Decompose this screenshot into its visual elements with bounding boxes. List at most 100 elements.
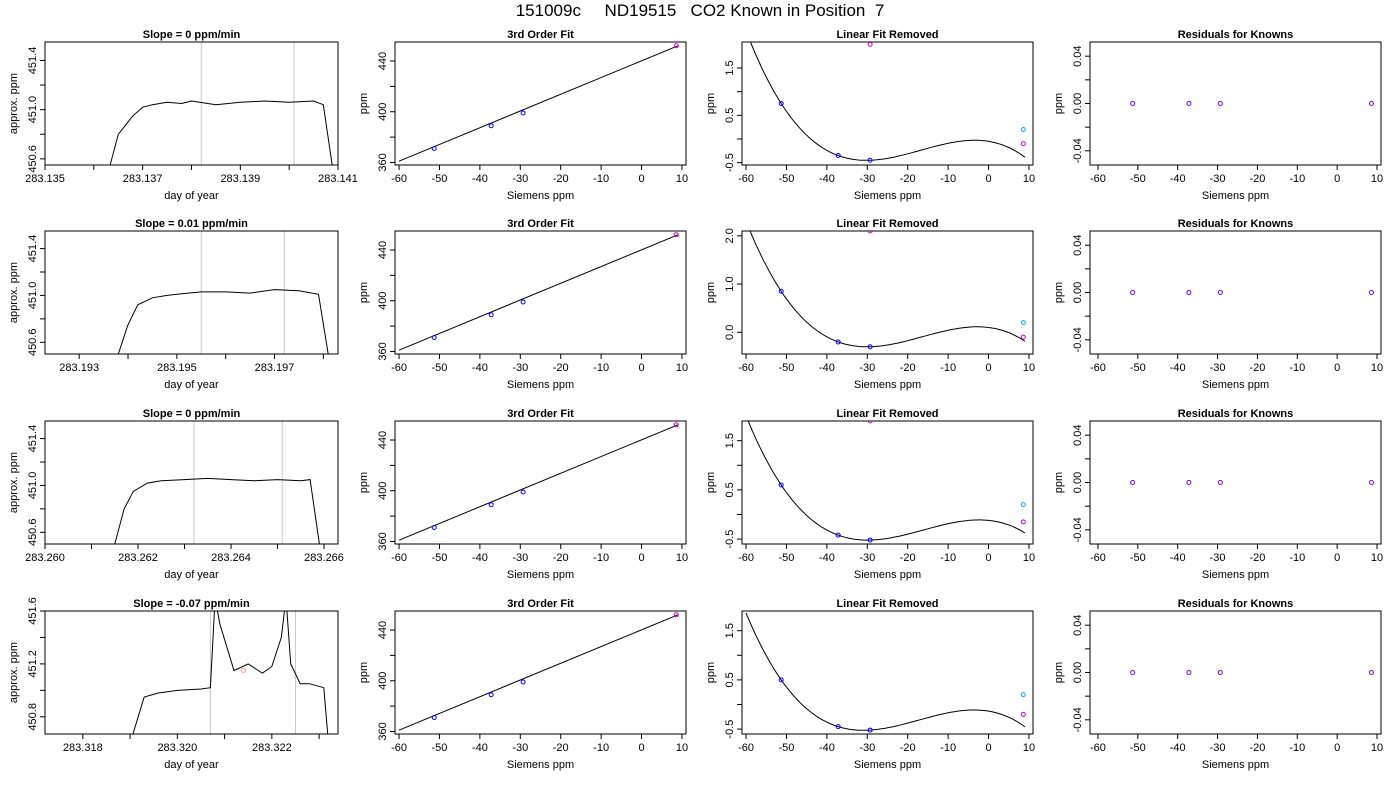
data-point — [835, 532, 841, 538]
data-point — [867, 344, 873, 350]
chart-panel-6: 3rd Order Fit -60 -50 -40 -30 -20 -10 0 10 360 400… — [358, 218, 688, 391]
chart-panel-7: Linear Fit Removed -60 -50 -40 -30 -20 -10 0 10 0… — [705, 218, 1035, 391]
plot-area — [109, 100, 333, 165]
y-tick-label: -0.5 — [724, 530, 736, 549]
plot-area — [132, 611, 329, 734]
x-tick-label: -30 — [512, 173, 528, 185]
data-point — [520, 110, 526, 116]
x-tick-label: -40 — [1170, 362, 1186, 374]
chart-title: Residuals for Knowns — [1178, 29, 1294, 41]
data-point — [1130, 670, 1136, 675]
chart-panel-11: Linear Fit Removed -60 -50 -40 -30 -20 -10 0 10 -… — [705, 408, 1035, 581]
data-point — [1020, 711, 1026, 717]
x-tick-label: 0 — [638, 552, 644, 564]
fit-line — [398, 424, 679, 541]
fit-line — [398, 234, 679, 351]
y-tick-label: 0.00 — [1072, 472, 1084, 493]
page-title: 151009c ND19515 CO2 Known in Position 7 — [515, 1, 885, 20]
chart-panel-5: Slope = 0.01 ppm/min 283.193 283.195 283.19… — [8, 218, 339, 391]
chart-panel-10: 3rd Order Fit -60 -50 -40 -30 -20 -10 0 10 360 400… — [358, 408, 688, 581]
chart-panel-1: Slope = 0 ppm/min 283.135 283.137 283.139 28… — [8, 29, 358, 202]
y-tick-label: 0.5 — [724, 108, 736, 123]
series-line — [114, 477, 320, 544]
x-axis-label: day of year — [164, 759, 219, 771]
chart-title: 3rd Order Fit — [507, 408, 574, 420]
data-point — [431, 146, 437, 152]
x-tick-label: 10 — [1371, 362, 1383, 374]
x-tick-label: -50 — [1130, 742, 1146, 754]
x-axis-label: Siemens ppm — [1202, 569, 1269, 581]
x-tick-label: -30 — [859, 362, 875, 374]
data-point — [1217, 290, 1223, 295]
x-tick-label: 0 — [638, 362, 644, 374]
x-axis-label: Siemens ppm — [507, 190, 574, 202]
x-tick-label: -10 — [1289, 552, 1305, 564]
plot-area — [398, 232, 679, 351]
y-tick-label: 440 — [377, 431, 389, 449]
x-tick-label: -30 — [1210, 552, 1226, 564]
y-tick-label: -0.5 — [724, 720, 736, 739]
data-point — [1217, 670, 1223, 675]
y-axis-label: approx. ppm — [8, 642, 20, 703]
x-tick-label: 283.264 — [211, 552, 251, 564]
chart-title: Linear Fit Removed — [836, 218, 938, 230]
x-tick-label: -50 — [779, 362, 795, 374]
x-axis-label: Siemens ppm — [507, 569, 574, 581]
data-point — [431, 715, 437, 721]
data-point — [1368, 290, 1374, 295]
y-tick-label: 400 — [377, 292, 389, 310]
x-tick-label: -30 — [512, 742, 528, 754]
y-tick-label: 0.5 — [724, 672, 736, 687]
fit-curve — [749, 231, 1026, 348]
data-point — [520, 299, 526, 305]
y-tick-label: 440 — [377, 621, 389, 639]
chart-panel-8: Residuals for Knowns -60 -50 -40 -30 -20 -10 0 1… — [1053, 218, 1383, 391]
plot-frame — [394, 41, 687, 166]
x-tick-label: -20 — [900, 742, 916, 754]
data-point — [1020, 519, 1026, 525]
chart-panel-16: Residuals for Knowns -60 -50 -40 -30 -20 -10 0 1… — [1053, 598, 1383, 771]
chart-title: Linear Fit Removed — [836, 598, 938, 610]
plot-area — [749, 231, 1026, 350]
y-tick-label: 0.0 — [724, 325, 736, 340]
x-tick-label: 0 — [638, 173, 644, 185]
y-tick-label: 451.6 — [27, 597, 39, 625]
x-tick-label: -40 — [472, 173, 488, 185]
chart-title: 3rd Order Fit — [507, 29, 574, 41]
x-tick-label: -20 — [1249, 173, 1265, 185]
x-tick-label: -40 — [819, 362, 835, 374]
data-point — [1020, 320, 1026, 326]
x-tick-label: 10 — [1023, 362, 1035, 374]
chart-title: 3rd Order Fit — [507, 598, 574, 610]
y-axis-label: ppm — [358, 472, 370, 493]
x-tick-label: -30 — [1210, 173, 1226, 185]
fit-line — [398, 614, 679, 731]
y-tick-label: 360 — [377, 342, 389, 360]
y-axis-label: ppm — [705, 472, 717, 493]
chart-panel-2: 3rd Order Fit -60 -50 -40 -30 -20 -10 0 10 360 400… — [358, 29, 688, 202]
x-tick-label: -10 — [940, 742, 956, 754]
fit-curve — [749, 42, 1026, 161]
y-tick-label: 451.2 — [27, 650, 39, 678]
chart-panel-14: 3rd Order Fit -60 -50 -40 -30 -20 -10 0 10 360 400… — [358, 598, 688, 771]
x-tick-label: 283.135 — [25, 173, 65, 185]
chart-panel-3: Linear Fit Removed -60 -50 -40 -30 -20 -10 0 10 -… — [705, 29, 1035, 202]
y-tick-label: 0.00 — [1072, 93, 1084, 114]
plot-frame — [741, 230, 1034, 355]
data-point — [1130, 101, 1136, 106]
data-point — [1020, 502, 1026, 508]
plot-area — [114, 477, 320, 544]
data-point — [867, 537, 873, 543]
y-tick-label: 1.0 — [724, 276, 736, 291]
plot-area — [398, 422, 679, 541]
data-point — [1020, 141, 1026, 147]
x-tick-label: 10 — [1023, 552, 1035, 564]
x-axis-label: Siemens ppm — [507, 759, 574, 771]
x-tick-label: 283.195 — [157, 362, 197, 374]
data-point — [520, 679, 526, 685]
chart-panel-9: Slope = 0 ppm/min 283.260 283.262 283.264 28… — [8, 408, 344, 581]
fit-curve — [747, 421, 1026, 541]
x-tick-label: -50 — [1130, 552, 1146, 564]
x-tick-label: -50 — [779, 742, 795, 754]
